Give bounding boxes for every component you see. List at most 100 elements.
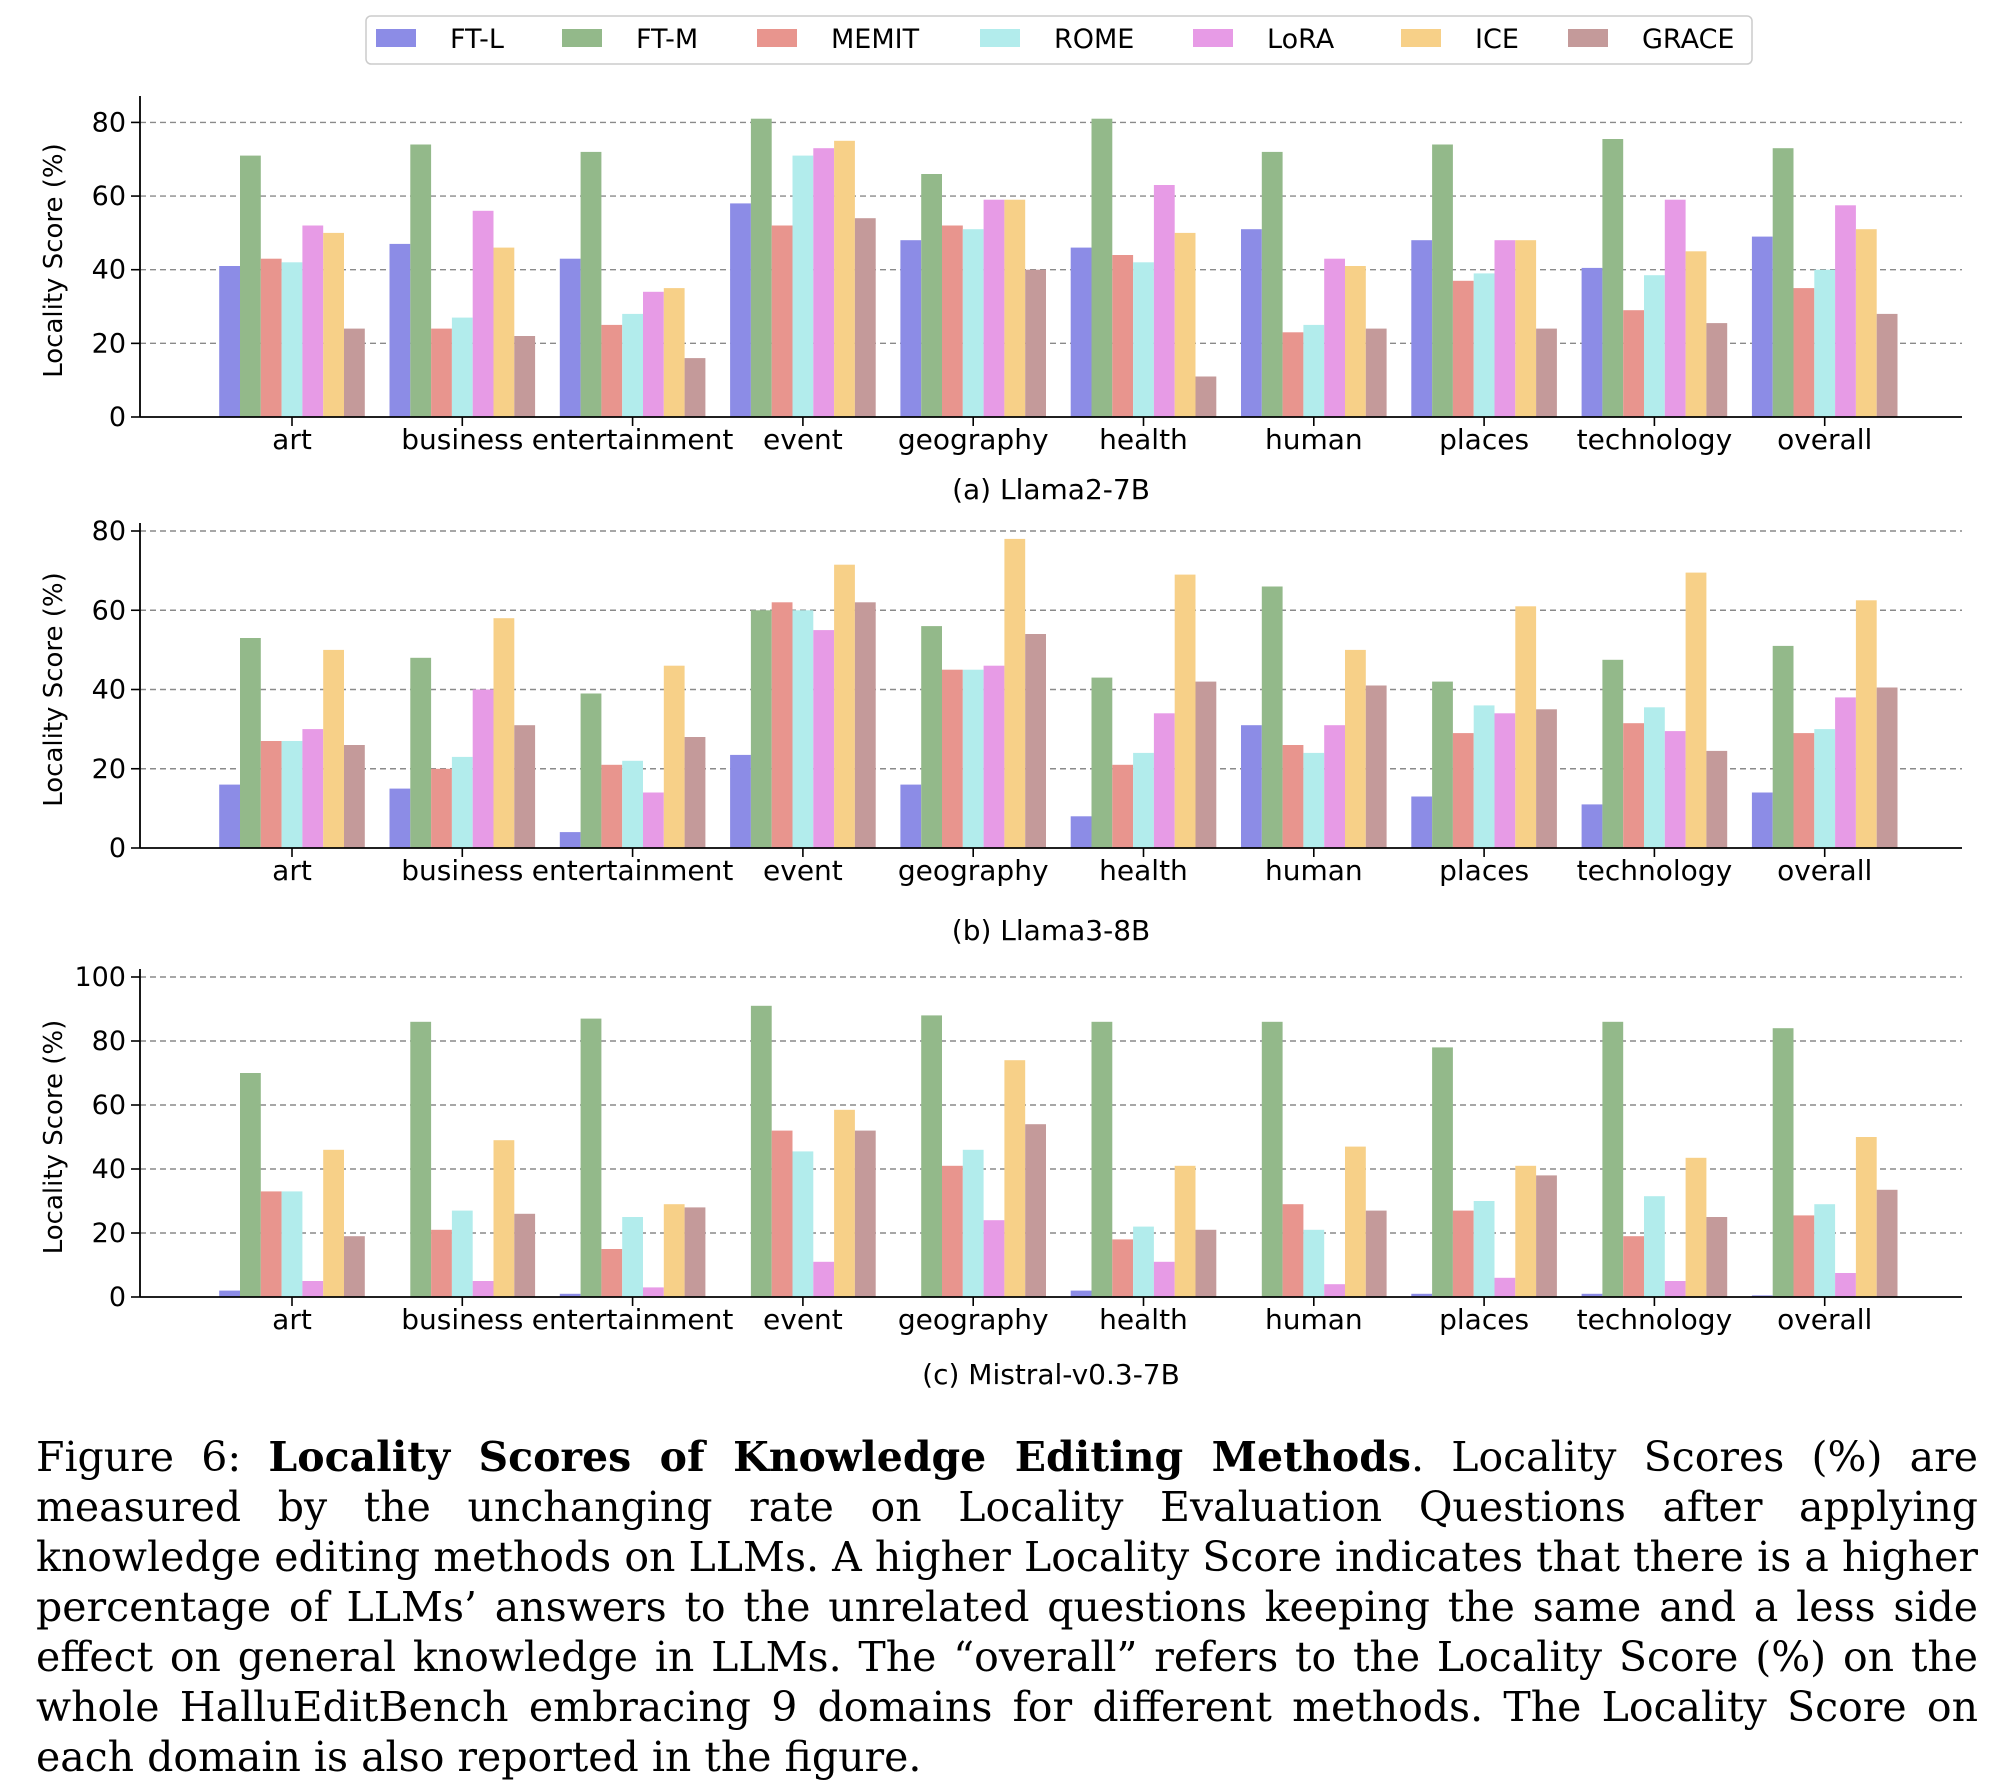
- bar-ft-m-business: [410, 657, 432, 848]
- bar-rome-business: [451, 317, 473, 417]
- bar-grace-health: [1195, 376, 1217, 417]
- bar-ice-entertainment: [663, 288, 685, 417]
- bar-lora-event: [813, 1261, 835, 1297]
- bar-memit-art: [260, 741, 282, 848]
- bar-memit-places: [1452, 733, 1474, 848]
- panel-subtitle: (b) Llama3-8B: [952, 914, 1150, 947]
- bar-grace-places: [1536, 328, 1557, 417]
- bar-ft-m-health: [1091, 1021, 1113, 1297]
- bar-rome-technology: [1644, 707, 1665, 848]
- bar-rome-human: [1303, 324, 1325, 417]
- bar-ice-human: [1345, 266, 1366, 417]
- bar-lora-overall: [1835, 205, 1856, 417]
- bar-memit-technology: [1623, 1236, 1644, 1297]
- bar-grace-overall: [1876, 1189, 1898, 1297]
- legend-label-rome: ROME: [1054, 24, 1134, 55]
- bar-memit-business: [431, 1229, 452, 1297]
- bar-grace-technology: [1706, 323, 1728, 417]
- legend-frame: [365, 15, 1753, 65]
- bar-ice-art: [323, 232, 344, 417]
- bar-ft-m-art: [240, 638, 261, 848]
- bar-memit-human: [1282, 1204, 1304, 1297]
- bar-lora-health: [1153, 185, 1175, 417]
- bar-lora-overall: [1835, 1273, 1856, 1297]
- y-tick-label: 40: [92, 255, 126, 286]
- y-tick-label: 60: [92, 1090, 126, 1121]
- bar-rome-geography: [962, 1149, 984, 1297]
- bar-rome-geography: [962, 669, 984, 848]
- y-tick-label: 20: [92, 754, 126, 785]
- x-tick-label-entertainment: entertainment: [532, 423, 734, 456]
- bar-ft-l-health: [1070, 1290, 1092, 1297]
- bar-ft-l-overall: [1751, 236, 1773, 417]
- x-tick-label-event: event: [763, 423, 843, 456]
- bar-memit-business: [431, 328, 452, 417]
- bar-grace-human: [1365, 1210, 1387, 1297]
- bar-lora-art: [302, 1281, 324, 1297]
- bar-grace-geography: [1025, 1124, 1046, 1297]
- x-tick-label-human: human: [1265, 1303, 1363, 1336]
- bar-memit-entertainment: [601, 324, 623, 417]
- legend-swatch-ice: [1401, 29, 1441, 47]
- bar-ft-m-human: [1261, 1021, 1283, 1297]
- bar-ft-l-geography: [900, 784, 922, 848]
- bar-ft-l-event: [730, 754, 751, 848]
- bar-grace-art: [344, 1236, 365, 1297]
- legend-swatch-memit: [757, 29, 797, 47]
- bar-ice-art: [323, 649, 344, 848]
- bar-lora-geography: [983, 665, 1005, 848]
- x-tick-label-places: places: [1439, 1303, 1529, 1336]
- bar-ft-m-event: [750, 610, 772, 849]
- bar-ft-l-human: [1241, 725, 1262, 848]
- bar-ft-m-entertainment: [580, 1018, 602, 1297]
- bar-memit-entertainment: [601, 1249, 623, 1297]
- bar-grace-business: [514, 725, 536, 848]
- y-tick-label: 0: [109, 1282, 126, 1313]
- bar-lora-human: [1324, 1284, 1345, 1297]
- bar-ice-entertainment: [663, 1204, 685, 1297]
- bar-lora-technology: [1664, 199, 1686, 417]
- bar-ice-technology: [1685, 572, 1707, 848]
- bar-rome-places: [1473, 1201, 1495, 1297]
- bar-memit-human: [1282, 332, 1304, 417]
- y-tick-label: 60: [92, 595, 126, 626]
- bar-memit-event: [771, 602, 793, 848]
- bar-ice-health: [1174, 1165, 1196, 1297]
- bar-ice-business: [493, 1140, 515, 1297]
- bar-ice-places: [1515, 1165, 1537, 1297]
- bar-grace-overall: [1876, 687, 1898, 848]
- bar-ft-l-art: [219, 1290, 240, 1297]
- bar-ice-event: [834, 140, 855, 418]
- bar-ft-m-entertainment: [580, 693, 602, 848]
- bar-memit-event: [771, 225, 793, 417]
- bar-rome-human: [1303, 1229, 1325, 1297]
- bar-ice-health: [1174, 574, 1196, 848]
- x-tick-label-overall: overall: [1777, 1303, 1872, 1336]
- bar-ft-l-entertainment: [559, 832, 581, 848]
- bar-memit-human: [1282, 745, 1304, 848]
- legend-label-memit: MEMIT: [831, 24, 920, 55]
- bar-grace-art: [344, 745, 365, 848]
- bar-lora-technology: [1664, 1281, 1686, 1297]
- bar-rome-entertainment: [622, 760, 643, 848]
- bar-memit-places: [1452, 1210, 1474, 1297]
- bar-grace-entertainment: [684, 1207, 706, 1297]
- bar-lora-business: [472, 689, 494, 848]
- bar-ft-l-places: [1411, 240, 1433, 417]
- bar-ft-m-event: [750, 118, 772, 417]
- figure-caption: Figure 6: Locality Scores of Knowledge E…: [36, 1432, 1978, 1782]
- x-tick-label-event: event: [763, 854, 843, 887]
- y-tick-label: 0: [109, 402, 126, 433]
- x-tick-label-overall: overall: [1777, 423, 1872, 456]
- x-tick-label-geography: geography: [898, 1303, 1049, 1336]
- bar-lora-human: [1324, 258, 1345, 417]
- bar-ice-art: [323, 1149, 344, 1297]
- x-tick-label-technology: technology: [1577, 854, 1732, 887]
- legend-swatch-rome: [980, 29, 1020, 47]
- bar-ft-l-entertainment: [559, 258, 581, 417]
- bar-ft-m-health: [1091, 118, 1113, 417]
- bar-ice-health: [1174, 232, 1196, 417]
- legend-swatch-ft-l: [376, 29, 416, 47]
- bar-memit-places: [1452, 280, 1474, 417]
- bar-ice-human: [1345, 649, 1366, 848]
